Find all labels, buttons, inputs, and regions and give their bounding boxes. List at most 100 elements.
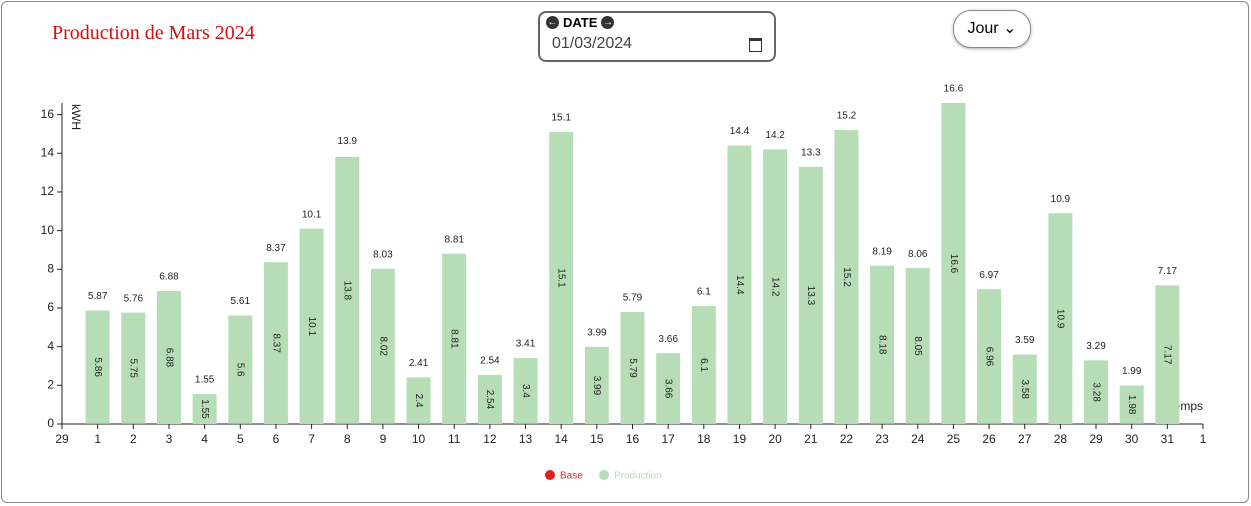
bar [1155, 285, 1180, 424]
bar-value-label: 8.37 [270, 333, 281, 353]
legend-label: Production [614, 471, 662, 482]
x-tick-label: 1 [94, 432, 101, 446]
bar-value-label: 16.6 [948, 254, 959, 274]
bar-value-label: 6.96 [983, 347, 994, 367]
x-tick-label: 30 [1125, 432, 1139, 446]
total-label: 8.06 [908, 249, 928, 260]
calendar-icon[interactable] [749, 38, 762, 52]
bar-value-label: 14.4 [734, 275, 745, 295]
legend-swatch [599, 470, 609, 480]
bar-value-label: 3.58 [1019, 379, 1030, 399]
x-tick-label: 16 [626, 432, 640, 446]
legend-swatch [545, 470, 555, 480]
x-tick-label: 5 [237, 432, 244, 446]
y-tick-label: 4 [47, 339, 54, 353]
total-label: 5.61 [231, 296, 251, 307]
bar [1084, 360, 1109, 424]
bar [1012, 354, 1037, 424]
x-tick-label: 12 [483, 432, 497, 446]
y-tick-label: 10 [41, 223, 55, 237]
x-tick-label: 11 [448, 432, 461, 446]
bar-value-label: 5.86 [92, 357, 103, 377]
bar [941, 103, 966, 424]
x-tick-label: 21 [804, 432, 818, 446]
x-tick-label: 17 [661, 432, 675, 446]
bar-value-label: 14.2 [769, 277, 780, 297]
bar-value-label: 2.4 [413, 394, 424, 408]
x-tick-label: 18 [697, 432, 711, 446]
bar-value-label: 3.4 [520, 384, 531, 398]
x-tick-label: 15 [590, 432, 604, 446]
bar-value-label: 8.02 [377, 337, 388, 357]
total-label: 8.19 [872, 246, 892, 257]
total-label: 3.29 [1086, 341, 1106, 352]
total-label: 5.79 [623, 293, 643, 304]
total-label: 1.99 [1122, 366, 1142, 377]
bar [121, 312, 146, 424]
bar-value-label: 10.9 [1055, 309, 1066, 329]
x-tick-label: 29 [55, 432, 69, 446]
bar [370, 268, 395, 424]
prev-day[interactable]: ← [546, 16, 559, 29]
bar-value-label: 5.75 [128, 358, 139, 378]
legend-label: Base [560, 471, 583, 482]
y-tick-label: 16 [41, 107, 55, 121]
total-label: 10.9 [1051, 194, 1071, 205]
total-label: 16.6 [944, 84, 964, 95]
bar [263, 262, 288, 424]
x-tick-label: 26 [982, 432, 996, 446]
period-label: Jour [967, 20, 999, 37]
bar-value-label: 3.99 [591, 376, 602, 396]
bar-value-label: 2.54 [484, 390, 495, 410]
total-label: 2.54 [480, 356, 500, 367]
date-picker[interactable]: ← DATE → 01/03/2024 [538, 11, 776, 62]
y-tick-label: 12 [41, 184, 55, 198]
total-label: 15.2 [837, 111, 857, 122]
bar [798, 166, 823, 425]
x-tick-label: 19 [733, 432, 747, 446]
x-tick-label: 20 [768, 432, 782, 446]
y-tick-label: 2 [47, 377, 54, 391]
bar [442, 253, 467, 424]
total-label: 8.81 [444, 234, 464, 245]
x-tick-label: 23 [875, 432, 889, 446]
x-tick-label: 24 [911, 432, 925, 446]
chart-title: Production de Mars 2024 [52, 22, 255, 44]
period-select[interactable]: Jour ⌄ [953, 10, 1031, 48]
bar [977, 289, 1002, 424]
y-tick-label: 14 [41, 145, 55, 159]
bar [228, 315, 253, 424]
x-tick-label: 27 [1018, 432, 1032, 446]
x-tick-label: 8 [344, 432, 351, 446]
bar [727, 145, 752, 424]
next-day[interactable]: → [601, 16, 615, 29]
total-label: 1.55 [195, 375, 215, 386]
total-label: 3.99 [587, 327, 607, 338]
bar [477, 374, 502, 424]
bar [299, 228, 324, 424]
bar [620, 312, 645, 424]
x-tick-label: 22 [840, 432, 854, 446]
total-label: 13.3 [801, 147, 821, 158]
x-tick-label: 25 [947, 432, 961, 446]
total-label: 8.03 [373, 249, 393, 260]
x-tick-label: 13 [519, 432, 533, 446]
date-header: ← DATE → [546, 15, 615, 30]
date-label: DATE [563, 15, 598, 30]
bar [192, 394, 217, 424]
bar [335, 156, 360, 424]
date-input[interactable]: 01/03/2024 [552, 35, 633, 52]
bar-value-label: 1.98 [1126, 395, 1137, 415]
bar-value-label: 3.66 [663, 379, 674, 399]
bar-value-label: 13.3 [805, 286, 816, 306]
bar-value-label: 6.88 [163, 348, 174, 368]
bar [1048, 213, 1073, 424]
total-label: 3.41 [516, 339, 536, 350]
bar [549, 132, 574, 424]
bar [1119, 385, 1144, 424]
total-label: 6.88 [159, 272, 179, 283]
bar-value-label: 15.2 [841, 267, 852, 287]
total-label: 2.41 [409, 358, 429, 369]
